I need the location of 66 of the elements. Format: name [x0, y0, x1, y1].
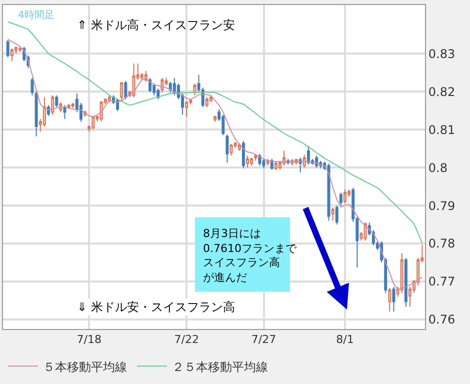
candlestick [331, 206, 334, 222]
candlestick [172, 77, 176, 96]
x-tick-label: 7/22 [174, 333, 199, 346]
x-tick-label: 7/27 [251, 333, 276, 346]
candlestick [335, 205, 338, 226]
candlestick [55, 94, 58, 108]
candlestick [282, 150, 286, 166]
legend-label: ２５本移動平均線 [172, 360, 268, 374]
candlestick [250, 157, 254, 166]
annotation: 4時間足 [18, 9, 54, 21]
candlestick [168, 81, 172, 93]
candlestick [226, 134, 229, 164]
candlestick [124, 80, 128, 100]
annotation: ⇑ 米ドル高・スイスフラン安 [77, 18, 235, 32]
candlestick [400, 252, 404, 294]
annotation: 8月3日には [203, 227, 261, 240]
candlestick [193, 83, 196, 96]
candlestick [42, 96, 46, 128]
candlestick [132, 62, 136, 98]
candlestick [388, 287, 392, 312]
annotation: 0.7610フランまで [203, 242, 298, 255]
candlestick [230, 144, 233, 156]
candlestick [120, 82, 124, 101]
candlestick [34, 91, 38, 137]
candlestick [364, 222, 367, 241]
candlestick [343, 189, 346, 204]
candlestick [63, 104, 66, 120]
candlestick [298, 157, 302, 174]
candlestick [92, 115, 95, 130]
candlestick [242, 140, 245, 169]
candlestick [274, 160, 278, 171]
candlestick [306, 145, 310, 166]
y-tick-label: 0.77 [428, 274, 456, 289]
candlestick [392, 286, 396, 312]
candlestick [214, 115, 217, 122]
y-tick-label: 0.83 [428, 46, 456, 61]
candlestick [205, 96, 208, 108]
y-tick-label: 0.82 [428, 84, 456, 99]
candlestick [315, 155, 318, 168]
candlestick [404, 257, 408, 308]
line-series [7, 38, 423, 290]
annotation: ⇓ 米ドル安・スイスフラン高 [77, 300, 235, 314]
candlestick [18, 47, 22, 52]
y-tick-label: 0.81 [428, 122, 456, 137]
candlestick [71, 102, 74, 108]
candlestick [185, 100, 188, 118]
x-tick-label: 7/18 [76, 333, 102, 346]
candlestick [270, 158, 274, 170]
candlestick [262, 158, 266, 169]
legend-label: ５本移動平均線 [43, 360, 127, 374]
candlestick [209, 94, 212, 103]
candlestick [100, 100, 103, 122]
y-tick-label: 0.79 [428, 198, 456, 213]
candlestick [6, 39, 10, 58]
candlestick [160, 77, 164, 93]
annotation: スイスフラン高 [203, 256, 280, 269]
y-tick-label: 0.78 [428, 236, 456, 251]
y-tick-label: 0.76 [428, 312, 456, 327]
candlestick [246, 155, 249, 168]
candlestick [339, 192, 342, 206]
candlestick [51, 94, 54, 116]
x-tick-label: 8/1 [336, 333, 354, 346]
candlestick [10, 48, 14, 62]
annotation: が進んだ [203, 271, 247, 284]
candlestick [302, 154, 306, 168]
y-tick-label: 0.8 [428, 160, 448, 175]
